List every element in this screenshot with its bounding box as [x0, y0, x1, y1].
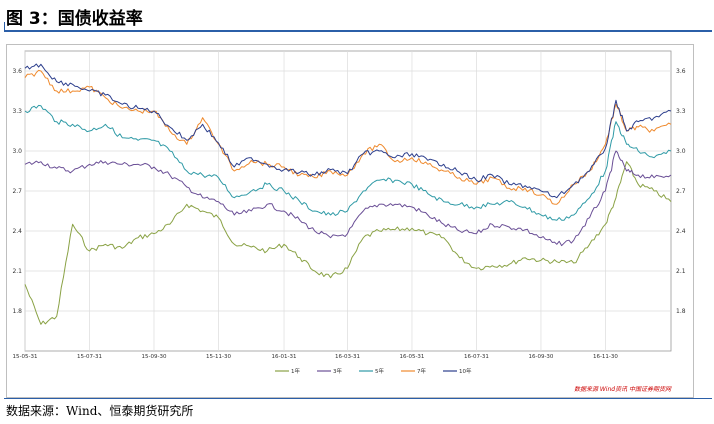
x-tick-label: 15-07-31	[77, 354, 102, 360]
y-tick-label-right: 2.1	[676, 268, 686, 275]
y-tick-label-left: 2.4	[12, 228, 22, 235]
y-tick-label-right: 1.8	[676, 308, 686, 315]
y-tick-label-right: 2.4	[676, 228, 686, 235]
title-rule-tick	[4, 22, 5, 32]
x-tick-label: 15-05-31	[13, 354, 38, 360]
y-tick-label-left: 3.0	[12, 148, 22, 155]
series-line-7年	[24, 69, 672, 205]
y-tick-label-right: 2.7	[676, 188, 686, 195]
legend-label: 10年	[459, 367, 472, 375]
source-note: 数据来源：Wind、恒泰期货研究所	[6, 404, 194, 418]
legend-label: 3年	[333, 367, 342, 375]
y-tick-label-right: 3.6	[676, 68, 686, 75]
plot-area	[24, 50, 672, 352]
x-tick-label: 16-07-31	[464, 354, 489, 360]
y-tick-label-right: 3.0	[676, 148, 686, 155]
watermark-text: 数据来源 Wind资讯 中国证券期货网	[574, 385, 672, 393]
title-rule	[4, 30, 712, 32]
y-tick-label-left: 3.6	[12, 68, 22, 75]
x-tick-label: 16-09-30	[528, 354, 553, 360]
x-tick-label: 16-01-31	[272, 354, 297, 360]
y-tick-label-left: 3.3	[12, 108, 22, 115]
legend-label: 7年	[417, 367, 426, 375]
series-line-3年	[24, 150, 672, 247]
series-line-10年	[24, 63, 672, 199]
chart-panel: 1.8 2.1 2.4 2.7 3.0 3.3 3.6 1.8 2.1 2.4 2.7 3.0 3.3…	[6, 44, 694, 398]
x-tick-label: 15-09-30	[142, 354, 167, 360]
legend-label: 1年	[291, 367, 300, 375]
y-tick-label-left: 2.7	[12, 188, 22, 195]
page-title: 图 3：国债收益率	[6, 9, 143, 29]
legend-label: 5年	[375, 367, 384, 375]
x-tick-label: 16-03-31	[335, 354, 360, 360]
y-tick-label-left: 1.8	[12, 308, 22, 315]
series-line-1年	[24, 161, 672, 325]
series-line-5年	[24, 104, 672, 221]
x-tick-label: 15-11-30	[206, 354, 231, 360]
x-tick-label: 16-11-30	[593, 354, 618, 360]
x-tick-label: 16-05-31	[399, 354, 424, 360]
y-tick-label-right: 3.3	[676, 108, 686, 115]
y-tick-label-left: 2.1	[12, 268, 22, 275]
footer-rule	[4, 398, 712, 399]
yield-line-chart: 1.8 2.1 2.4 2.7 3.0 3.3 3.6 1.8 2.1 2.4 2.7 3.0 3.3…	[12, 50, 686, 393]
